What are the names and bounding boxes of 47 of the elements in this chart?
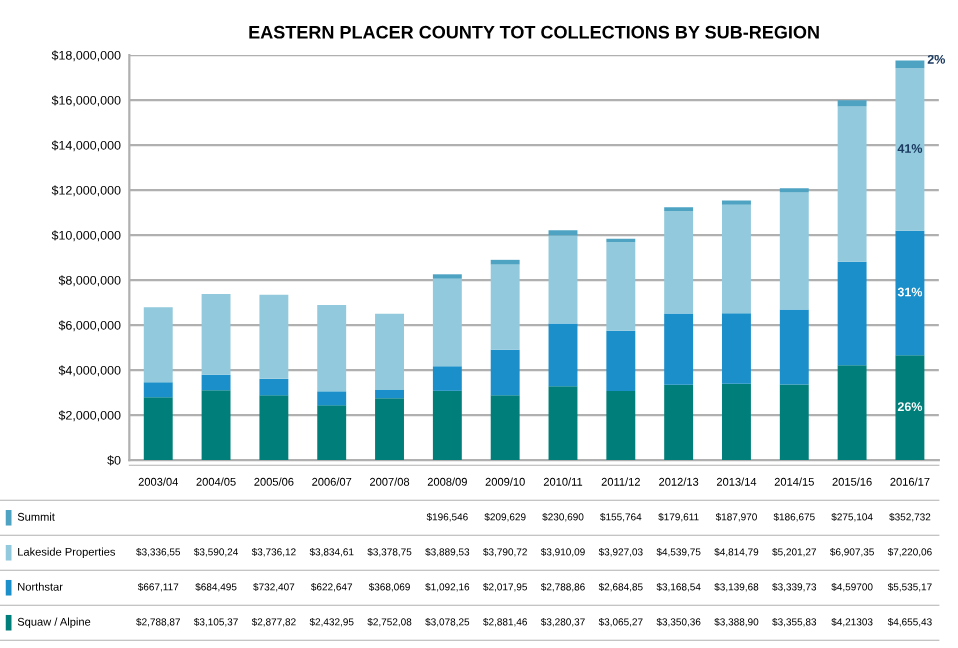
bar [490,259,520,265]
bar [779,309,809,385]
bar [664,211,694,314]
bar [837,365,867,461]
bar [837,100,867,107]
bar [548,323,578,387]
bar [779,384,809,461]
bar [201,374,231,391]
bar [490,349,520,396]
bar [259,294,289,379]
bar [432,366,462,391]
bar [317,391,347,406]
bar [548,230,578,236]
bar [432,278,462,367]
bar [143,397,173,461]
bar [375,389,404,399]
bar [317,405,347,461]
bar [548,235,578,324]
bar [201,294,231,375]
bar [317,305,347,392]
bar [606,242,636,331]
bar [143,382,173,398]
bar [779,192,809,310]
bar [722,383,751,461]
bar [895,230,925,356]
bar [895,68,925,231]
bar [606,330,636,392]
bar [895,355,925,461]
bar [722,313,751,384]
bar [375,398,404,461]
bar [837,106,867,262]
bar [606,391,636,461]
chart-title: EASTERN PLACER COUNTY TOT COLLECTIONS BY SUB-REGION [249,25,819,39]
bar [375,313,404,390]
bar [201,390,231,461]
bar [432,390,462,461]
bar [490,395,520,461]
bar [722,204,751,314]
bar [490,264,520,350]
bar [548,386,578,461]
bar [259,378,289,396]
bar [143,307,173,383]
bar [664,313,694,385]
bar [664,384,694,461]
bar [259,395,289,461]
bar [895,60,925,69]
bar [837,261,867,366]
